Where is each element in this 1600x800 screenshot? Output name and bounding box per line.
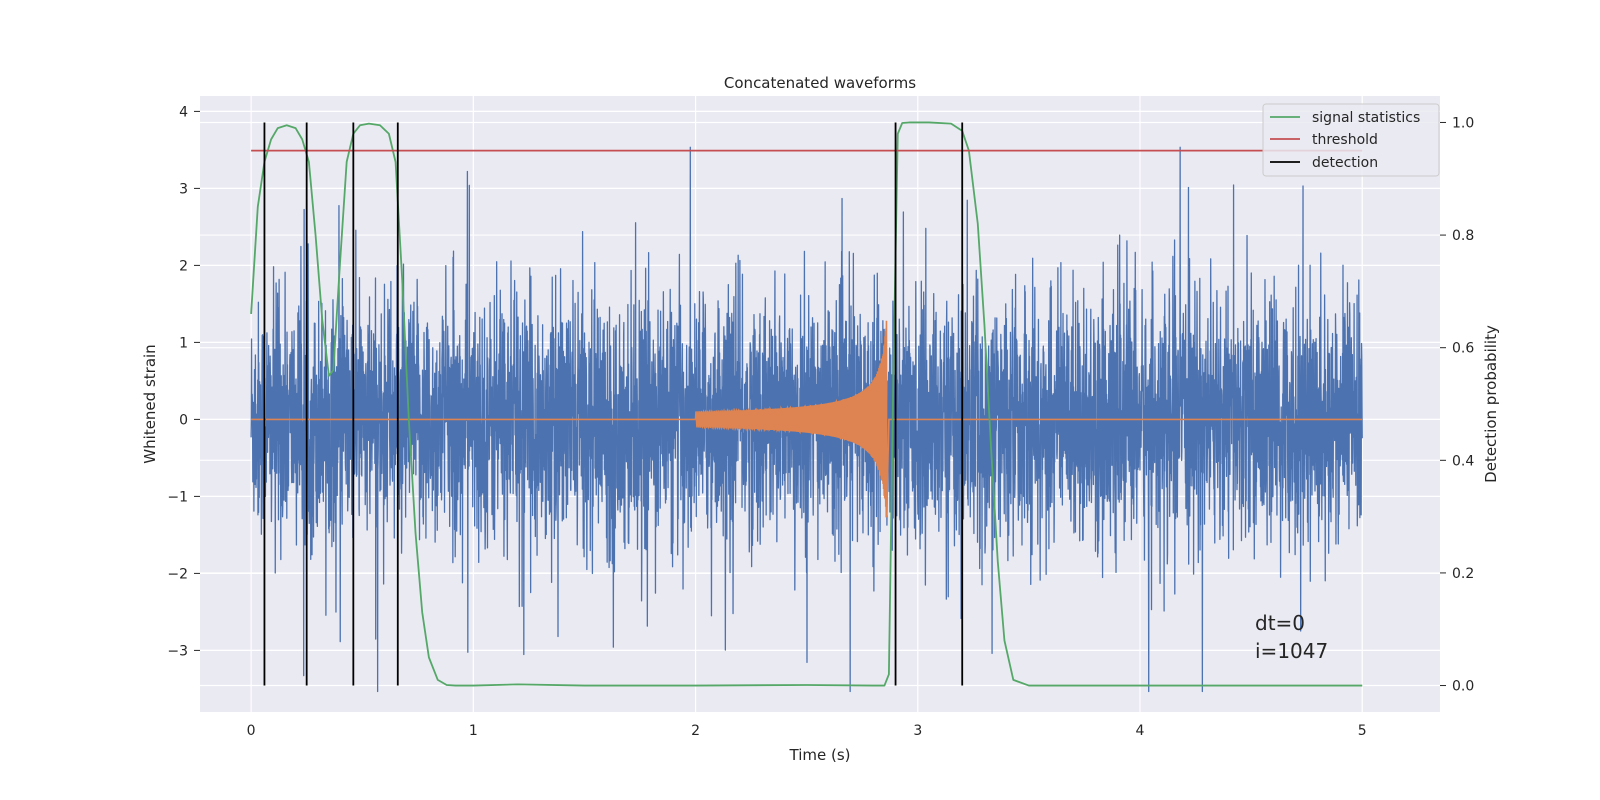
- x-tick-label: 0: [247, 723, 256, 739]
- annotation: dt=0 i=1047: [1255, 611, 1328, 663]
- annotation-line-1: dt=0: [1255, 611, 1305, 635]
- y-tick-label: −1: [167, 489, 188, 505]
- series-right: [250, 121, 1363, 687]
- y-axis-label: Whitened strain: [141, 344, 159, 463]
- y-tick-label: −2: [167, 566, 188, 582]
- legend-label-signal-statistics: signal statistics: [1312, 110, 1420, 126]
- y2-tick-label: 1.0: [1452, 115, 1474, 131]
- series-chirp: [251, 320, 1363, 518]
- y2-tick-label: 0.6: [1452, 341, 1474, 357]
- signal-statistics-line: [250, 121, 1363, 687]
- y-tick-label: 3: [179, 181, 188, 197]
- y-tick-label: 2: [179, 258, 188, 274]
- annotation-line-2: i=1047: [1255, 639, 1328, 663]
- legend-label-threshold: threshold: [1312, 132, 1378, 148]
- x-tick-label: 4: [1136, 723, 1145, 739]
- x-tick-label: 3: [913, 723, 922, 739]
- y-tick-label: 4: [179, 104, 188, 120]
- y2-tick-label: 0.2: [1452, 566, 1474, 582]
- x-tick-label: 5: [1358, 723, 1367, 739]
- y2-tick-label: 0.0: [1452, 679, 1474, 695]
- y-tick-label: 0: [179, 412, 188, 428]
- legend-label-detection: detection: [1312, 155, 1378, 171]
- legend: signal statistics threshold detection: [1262, 103, 1440, 177]
- x-tick-label: 1: [469, 723, 478, 739]
- y-tick-label: −3: [167, 643, 188, 659]
- x-tick-label: 2: [691, 723, 700, 739]
- legend-box: [1262, 103, 1440, 177]
- y-tick-label: 1: [179, 335, 188, 351]
- chirp-series-line: [251, 320, 1363, 518]
- y2-axis-label: Detection probability: [1482, 325, 1500, 483]
- y-ticks: −3 −2 −1 0 1 2 3 4: [167, 104, 200, 659]
- series-noise: [250, 146, 1363, 693]
- x-axis-label: Time (s): [789, 746, 851, 764]
- noise-series-line: [250, 146, 1363, 693]
- y2-ticks: 0.0 0.2 0.4 0.6 0.8 1.0: [1440, 115, 1474, 695]
- detection-lines: [263, 122, 964, 686]
- y2-tick-label: 0.4: [1452, 453, 1474, 469]
- chart-title: Concatenated waveforms: [724, 74, 916, 92]
- y2-tick-label: 0.8: [1452, 228, 1474, 244]
- x-ticks: 0 1 2 3 4 5: [247, 723, 1367, 739]
